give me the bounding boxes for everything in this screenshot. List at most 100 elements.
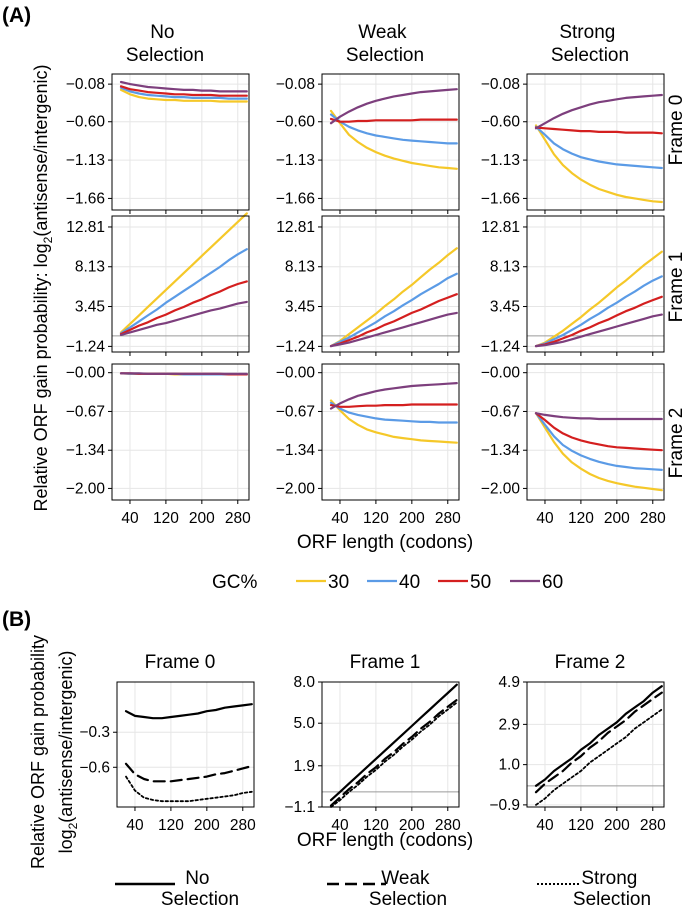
series-line-gc60 (329, 311, 458, 348)
plot-border (526, 363, 665, 501)
y-tick-label: −0.08 (481, 76, 520, 93)
series-line-gc40 (534, 125, 663, 170)
y-tick-label: 3.45 (490, 299, 520, 316)
panel-b-y-axis-label-line1: Relative ORF gain probability (28, 635, 48, 869)
y-tick-label: 12.81 (66, 219, 105, 236)
series-line-strong-selection (125, 775, 253, 803)
series-line-gc40 (329, 272, 458, 348)
series-line-gc50 (119, 85, 248, 97)
x-tick-label: 200 (604, 817, 630, 834)
panel-a-plot: −0.08 −0.60 −1.13 −1.66 (66, 73, 250, 214)
legend-label-no-selection-line1: No (185, 868, 209, 889)
row-title-frame-1: Frame 1 (666, 252, 685, 323)
legend-label-gc30: 30 (328, 572, 349, 593)
x-tick-label: 280 (230, 817, 256, 834)
col-title-no-selection: No Selection (126, 22, 204, 66)
y-tick-label: −2.00 (481, 480, 521, 497)
series-line-strong-selection (535, 708, 663, 806)
legend-label-gc40: 40 (399, 572, 420, 593)
panel-a-plot: −0.08 −0.60 −1.13 −1.66 (481, 73, 665, 214)
plot-background (322, 364, 459, 500)
row-title-frame-2: Frame 2 (666, 408, 685, 479)
series-line-gc50 (534, 412, 663, 452)
x-tick-label: 40 (536, 817, 554, 834)
series-line-weak-selection (124, 762, 253, 783)
col-title-weak-selection-line2: Selection (346, 45, 424, 66)
legend-label-strong-selection-line1: Strong (581, 868, 637, 889)
legend-label-strong-selection: Strong Selection (573, 868, 651, 909)
x-tick-label: 200 (399, 817, 425, 834)
legend-label-weak-selection-line2: Selection (369, 889, 447, 909)
series-line-gc50 (329, 403, 458, 408)
plot-border (111, 363, 250, 501)
plot-background (527, 216, 664, 352)
series-line-no-selection (329, 683, 458, 802)
plot-border (321, 681, 460, 808)
plot-background (112, 216, 249, 352)
y-tick-label: −1.66 (276, 190, 315, 207)
plot-background (112, 364, 249, 500)
plot-background (117, 682, 254, 807)
x-tick-label: 120 (363, 510, 389, 527)
y-tick-label: −1.66 (481, 190, 520, 207)
series-line-gc60 (119, 372, 248, 375)
plot-background (322, 216, 459, 352)
panel-a-plot: −1.24 3.45 8.13 12.81 (481, 215, 665, 356)
panel-a-y-axis-label-prefix: Relative ORF gain probability: log (31, 243, 51, 511)
x-tick-label: 40 (126, 817, 144, 834)
series-line-gc30 (329, 399, 458, 444)
y-tick-label: 5.0 (293, 715, 315, 732)
x-tick-label: 280 (225, 510, 251, 527)
legend-title-gc: GC% (212, 572, 258, 593)
panel-b-title-frame-1: Frame 1 (350, 652, 421, 673)
col-title-strong-selection-line2: Selection (551, 45, 629, 66)
x-tick-label: 200 (399, 510, 425, 527)
panel-a-plot: −0.00 −0.67 −1.34 −2.00 40 120 200 280 (66, 363, 251, 527)
panel-b-label: (B) (2, 608, 31, 631)
y-tick-label: −0.08 (276, 76, 315, 93)
y-tick-label: 8.13 (75, 259, 105, 276)
panel-a-y-axis-label-sub: 2 (41, 236, 55, 243)
panel-a-plot: −1.24 3.45 8.13 12.81 (66, 212, 250, 356)
series-line-gc60 (534, 313, 663, 348)
y-tick-label: 2.9 (498, 716, 520, 733)
y-tick-label: −0.9 (489, 797, 520, 814)
x-tick-label: 120 (158, 817, 184, 834)
y-tick-label: 4.9 (498, 674, 520, 691)
plot-border (321, 73, 460, 211)
series-line-gc40 (119, 86, 248, 100)
y-tick-label: −0.67 (66, 403, 105, 420)
series-line-gc50 (329, 293, 458, 348)
panel-b-y-axis-label-suffix: (antisense/intergenic) (56, 651, 76, 823)
plot-border (111, 215, 250, 353)
panel-b-x-axis-label: ORF length (codons) (297, 830, 473, 851)
plot-border (116, 681, 255, 808)
y-tick-label: −1.66 (66, 190, 105, 207)
y-tick-label: −0.60 (481, 114, 521, 131)
series-line-gc30 (329, 247, 458, 348)
y-tick-label: −1.24 (276, 338, 316, 355)
panel-b-plot: −0.9 1.0 2.9 4.9 40 120 200 280 (489, 674, 666, 834)
y-tick-label: −1.1 (284, 799, 315, 816)
panel-b-legend: No Selection Weak Selection Strong Selec… (115, 868, 651, 909)
y-tick-label: −1.34 (481, 442, 521, 459)
series-line-gc30 (534, 250, 663, 348)
row-title-frame-0: Frame 0 (666, 95, 685, 166)
y-tick-label: −0.60 (66, 114, 106, 131)
series-line-gc30 (119, 88, 248, 103)
x-tick-label: 40 (536, 510, 554, 527)
plot-border (526, 681, 665, 808)
x-tick-label: 120 (363, 817, 389, 834)
y-tick-label: −0.00 (276, 365, 316, 382)
series-line-gc50 (534, 295, 663, 348)
series-line-gc30 (329, 109, 458, 170)
y-tick-label: −2.00 (276, 480, 316, 497)
x-tick-label: 40 (121, 510, 139, 527)
legend-label-strong-selection-line2: Selection (573, 889, 651, 909)
y-tick-label: −0.67 (276, 403, 315, 420)
x-tick-label: 200 (194, 817, 220, 834)
legend-label-weak-selection-line1: Weak (381, 868, 430, 889)
x-tick-label: 120 (568, 817, 594, 834)
y-tick-label: −1.13 (276, 152, 315, 169)
